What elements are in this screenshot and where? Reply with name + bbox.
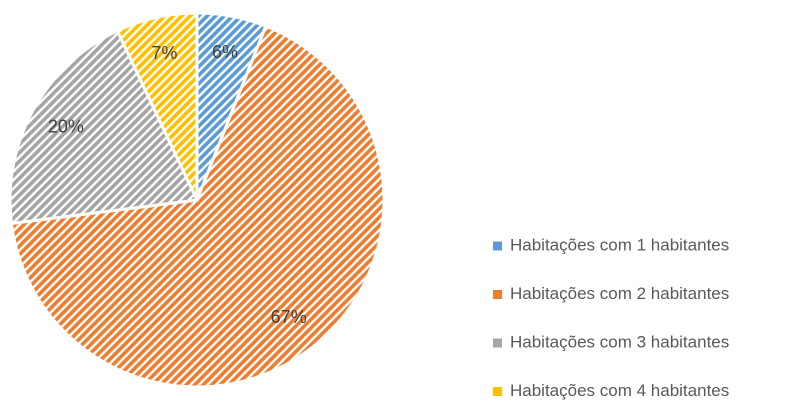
legend-swatch [493, 290, 502, 299]
legend-label: Habitações com 4 habitantes [510, 381, 729, 400]
legend-label: Habitações com 3 habitantes [510, 332, 729, 351]
legend-label: Habitações com 1 habitantes [510, 235, 729, 254]
pie-slice [115, 11, 199, 201]
legend-label: Habitações com 2 habitantes [510, 284, 729, 303]
data-label: 20% [48, 117, 84, 137]
legend-swatch [493, 241, 502, 251]
legend-swatch [493, 338, 502, 348]
pie-slice [8, 28, 200, 226]
data-label: 67% [271, 307, 307, 327]
pie-slice [9, 24, 386, 389]
data-label: 6% [212, 42, 238, 62]
legend-swatch [493, 387, 502, 396]
data-label: 7% [151, 43, 177, 63]
